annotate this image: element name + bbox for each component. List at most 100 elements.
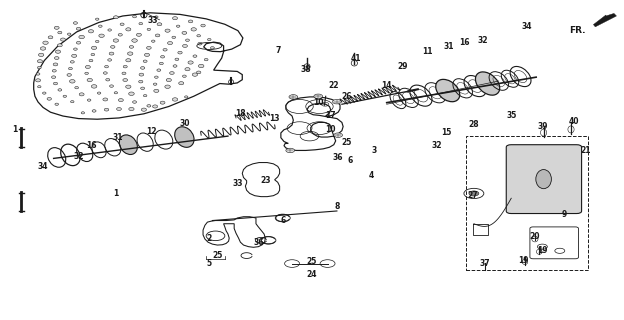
Ellipse shape — [154, 76, 158, 79]
Ellipse shape — [87, 99, 92, 102]
Ellipse shape — [114, 16, 117, 18]
Ellipse shape — [86, 66, 90, 68]
Ellipse shape — [54, 26, 59, 29]
FancyBboxPatch shape — [506, 145, 582, 213]
Ellipse shape — [185, 68, 190, 70]
Ellipse shape — [154, 89, 158, 92]
Ellipse shape — [79, 36, 84, 38]
Ellipse shape — [95, 40, 99, 43]
Ellipse shape — [167, 79, 170, 81]
Ellipse shape — [36, 73, 40, 75]
Text: 19: 19 — [519, 256, 529, 265]
Ellipse shape — [155, 34, 160, 37]
Ellipse shape — [207, 38, 212, 41]
Ellipse shape — [103, 98, 108, 101]
Text: 32: 32 — [478, 36, 489, 45]
Ellipse shape — [104, 65, 109, 68]
Text: 6: 6 — [348, 156, 353, 164]
Ellipse shape — [72, 55, 76, 57]
Ellipse shape — [48, 36, 53, 39]
Text: 6: 6 — [280, 216, 285, 225]
Ellipse shape — [36, 79, 41, 82]
Ellipse shape — [147, 28, 150, 30]
Text: 32: 32 — [431, 141, 442, 150]
Ellipse shape — [47, 97, 52, 100]
Ellipse shape — [119, 135, 137, 155]
Ellipse shape — [53, 63, 58, 66]
Ellipse shape — [118, 33, 123, 36]
Text: 25: 25 — [307, 258, 317, 267]
Ellipse shape — [114, 39, 119, 42]
Ellipse shape — [117, 108, 121, 110]
Ellipse shape — [160, 62, 163, 65]
Ellipse shape — [102, 71, 108, 75]
Text: 29: 29 — [397, 61, 407, 70]
Ellipse shape — [37, 66, 42, 69]
Text: 33: 33 — [148, 16, 158, 25]
Ellipse shape — [95, 18, 100, 21]
Ellipse shape — [109, 85, 114, 87]
Ellipse shape — [57, 44, 62, 47]
Text: 19: 19 — [537, 246, 548, 255]
Ellipse shape — [124, 79, 127, 81]
Ellipse shape — [92, 85, 96, 88]
Text: 3: 3 — [372, 146, 377, 155]
Ellipse shape — [154, 83, 157, 85]
Ellipse shape — [89, 59, 94, 62]
Text: 13: 13 — [270, 114, 280, 123]
Ellipse shape — [92, 109, 97, 113]
Ellipse shape — [41, 47, 45, 50]
Ellipse shape — [196, 71, 201, 74]
Ellipse shape — [73, 22, 77, 24]
Ellipse shape — [110, 45, 115, 49]
Circle shape — [334, 133, 343, 137]
Text: 15: 15 — [441, 128, 451, 137]
Ellipse shape — [144, 60, 147, 62]
Ellipse shape — [193, 74, 197, 76]
Text: 10: 10 — [313, 98, 323, 107]
Ellipse shape — [52, 69, 56, 72]
Ellipse shape — [38, 60, 42, 62]
Text: 30: 30 — [179, 119, 190, 128]
Ellipse shape — [77, 42, 80, 44]
Ellipse shape — [129, 45, 134, 49]
Ellipse shape — [109, 52, 114, 55]
Ellipse shape — [137, 34, 141, 36]
Ellipse shape — [160, 55, 165, 58]
Ellipse shape — [152, 40, 155, 42]
Polygon shape — [593, 13, 617, 27]
Text: 39: 39 — [537, 122, 548, 131]
Ellipse shape — [210, 46, 215, 49]
Ellipse shape — [200, 24, 205, 27]
Text: 31: 31 — [112, 133, 123, 142]
Ellipse shape — [54, 57, 59, 60]
Ellipse shape — [204, 59, 208, 61]
Text: 35: 35 — [506, 111, 517, 120]
Ellipse shape — [97, 92, 101, 94]
Ellipse shape — [119, 99, 123, 101]
Text: 4: 4 — [369, 172, 374, 180]
Text: 12: 12 — [146, 127, 157, 136]
Ellipse shape — [144, 53, 150, 57]
Ellipse shape — [436, 79, 460, 102]
Ellipse shape — [70, 60, 74, 63]
Text: 25: 25 — [212, 251, 223, 260]
Circle shape — [289, 95, 298, 99]
Ellipse shape — [52, 76, 56, 78]
Ellipse shape — [142, 108, 146, 111]
Text: 31: 31 — [444, 42, 454, 52]
Ellipse shape — [156, 68, 162, 72]
Ellipse shape — [182, 44, 188, 48]
Ellipse shape — [91, 53, 95, 56]
Ellipse shape — [42, 92, 47, 94]
Text: 14: 14 — [381, 81, 392, 90]
Ellipse shape — [191, 28, 197, 31]
Ellipse shape — [172, 36, 176, 39]
Ellipse shape — [163, 49, 167, 51]
Ellipse shape — [177, 51, 183, 54]
Ellipse shape — [58, 31, 62, 34]
Ellipse shape — [129, 92, 134, 95]
Ellipse shape — [165, 85, 170, 88]
Text: 40: 40 — [568, 117, 578, 126]
Ellipse shape — [141, 87, 145, 90]
